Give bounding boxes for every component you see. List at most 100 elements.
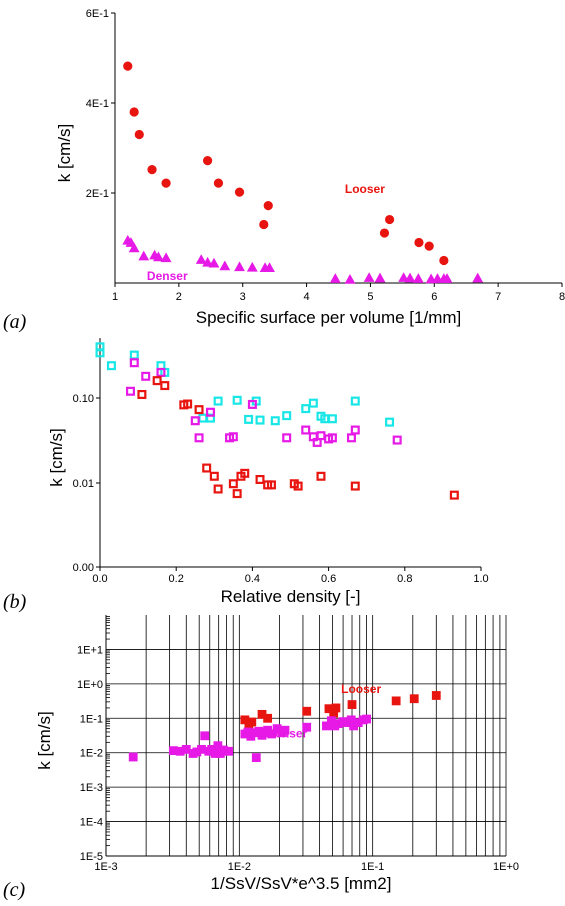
data-point-c xyxy=(331,703,341,713)
x-tick-label-a: 5 xyxy=(367,291,373,303)
data-point-c xyxy=(247,717,257,727)
data-point-a xyxy=(379,228,390,238)
data-point-c xyxy=(240,715,250,725)
data-point-b xyxy=(209,471,219,481)
y-tick-label-b: 0.00 xyxy=(73,562,94,574)
data-point-b xyxy=(129,350,139,360)
data-point-b xyxy=(228,479,238,489)
data-point-b xyxy=(228,432,238,442)
data-point-b xyxy=(316,471,326,481)
data-point-c xyxy=(431,691,441,700)
data-point-a xyxy=(363,272,375,282)
data-point-c xyxy=(210,749,220,758)
data-point-a xyxy=(414,237,424,248)
data-point-b xyxy=(301,425,311,435)
data-point-b xyxy=(125,386,135,396)
data-point-a xyxy=(424,241,434,251)
y-tick-label-c: 1E+1 xyxy=(77,644,103,656)
x-tick-label-b: 0.4 xyxy=(245,573,260,585)
data-point-b xyxy=(244,414,254,424)
data-point-c xyxy=(263,713,273,723)
data-point-c xyxy=(197,744,206,754)
data-point-c xyxy=(175,746,185,756)
y-tick-label-a: 4E-1 xyxy=(86,98,109,110)
data-point-b xyxy=(270,416,280,426)
data-point-c xyxy=(353,718,363,727)
data-point-b xyxy=(282,411,292,421)
data-point-a xyxy=(384,214,395,225)
data-point-c xyxy=(347,700,357,709)
x-tick-label-a: 3 xyxy=(240,291,246,303)
data-point-b xyxy=(350,396,360,406)
annotation-c: Looser xyxy=(341,682,381,696)
data-point-c xyxy=(346,715,356,725)
x-tick-label-a: 1 xyxy=(112,291,118,303)
data-point-a xyxy=(123,61,133,71)
data-point-a xyxy=(374,272,386,283)
data-point-b xyxy=(95,348,105,358)
y-tick-label-a: 6E-1 xyxy=(86,8,109,20)
data-point-c xyxy=(349,721,359,731)
data-point-b xyxy=(301,404,311,414)
data-point-c xyxy=(302,706,312,716)
data-point-c xyxy=(213,741,223,751)
data-point-a xyxy=(202,156,213,166)
data-point-a xyxy=(472,272,484,283)
data-point-b xyxy=(160,381,170,391)
data-point-c xyxy=(181,744,191,754)
y-tick-label-c: 1E-5 xyxy=(80,851,103,863)
data-point-b xyxy=(308,398,318,408)
data-point-a xyxy=(147,165,157,175)
data-point-b xyxy=(316,431,326,441)
data-point-c xyxy=(168,746,178,756)
y-tick-label-b: 0.10 xyxy=(73,393,94,405)
data-point-b xyxy=(156,367,166,377)
panel-label-c: (c) xyxy=(3,879,26,901)
data-point-b xyxy=(266,480,276,490)
y-axis-label-b: k [cm/s] xyxy=(47,428,66,487)
data-point-a xyxy=(412,273,424,283)
x-tick-label-b: 0.0 xyxy=(92,573,107,585)
data-point-c xyxy=(251,753,261,763)
data-point-b xyxy=(327,433,337,443)
data-point-b xyxy=(385,417,395,427)
data-point-b xyxy=(327,414,337,424)
x-tick-label-a: 4 xyxy=(304,291,310,303)
data-point-a xyxy=(439,255,449,266)
y-tick-label-c: 1E-4 xyxy=(80,817,103,829)
data-point-b xyxy=(141,371,151,381)
data-point-b xyxy=(232,489,242,499)
data-point-a xyxy=(128,242,140,253)
data-point-a xyxy=(404,272,416,283)
y-axis-label-a: k [cm/s] xyxy=(55,124,74,183)
data-point-b xyxy=(247,399,257,409)
annotation-a: Denser xyxy=(147,269,188,283)
data-point-b xyxy=(293,481,303,491)
data-point-c xyxy=(272,724,282,734)
x-axis-label-a: Specific surface per volume [1/mm] xyxy=(196,308,461,327)
annotation-c: Denser xyxy=(267,726,308,740)
chart-b: 0.0 0.2 0.4 0.6 0.8 1.0 0.00 0.01 0.10 Relative d… xyxy=(3,338,489,613)
data-point-b xyxy=(350,425,360,435)
data-point-b xyxy=(198,413,208,423)
data-point-a xyxy=(264,262,275,273)
x-tick-label-b: 0.6 xyxy=(321,573,336,585)
data-point-b xyxy=(183,399,193,409)
x-tick-label-a: 2 xyxy=(176,291,182,303)
data-point-a xyxy=(134,129,144,140)
data-point-a xyxy=(129,107,139,117)
data-point-b xyxy=(194,433,204,443)
data-point-b xyxy=(392,435,402,445)
x-tick-label-a: 7 xyxy=(495,291,501,303)
data-point-c xyxy=(200,731,210,741)
y-tick-label-c: 1E-3 xyxy=(80,782,103,794)
data-point-b xyxy=(213,484,223,494)
chart-a: 1 2 3 4 5 6 7 8 2E-1 4E-1 6E-1 Looser Denser Specific… xyxy=(3,8,565,333)
data-point-a xyxy=(259,219,269,230)
data-point-c xyxy=(192,747,202,757)
y-tick-label-b: 0.01 xyxy=(73,478,94,490)
data-point-c xyxy=(302,722,312,732)
y-tick-label-c: 1E+0 xyxy=(77,679,103,691)
data-point-a xyxy=(160,252,172,263)
